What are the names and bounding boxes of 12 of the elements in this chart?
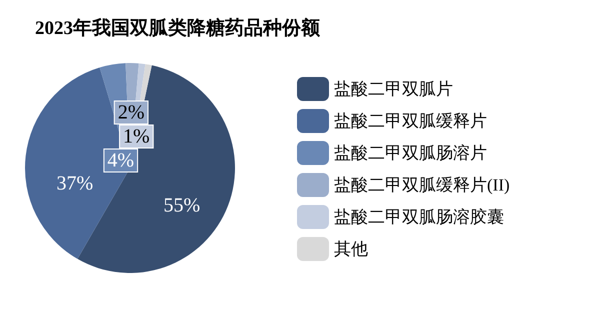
data-label: 2%	[118, 102, 144, 124]
chart-title: 2023年我国双胍类降糖药品种份额	[35, 17, 321, 39]
legend-label: 盐酸二甲双胍缓释片	[334, 112, 487, 130]
data-label: 55%	[163, 194, 200, 217]
data-label: 4%	[107, 150, 134, 172]
data-label: 1%	[123, 126, 150, 148]
data-label: 37%	[56, 172, 94, 195]
legend-label: 盐酸二甲双胍缓释片(II)	[334, 176, 510, 194]
legend-label: 盐酸二甲双胍片	[334, 80, 453, 98]
legend-label: 其他	[334, 240, 368, 258]
legend-label: 盐酸二甲双胍肠溶胶囊	[334, 208, 504, 226]
legend-label: 盐酸二甲双胍肠溶片	[334, 144, 487, 162]
